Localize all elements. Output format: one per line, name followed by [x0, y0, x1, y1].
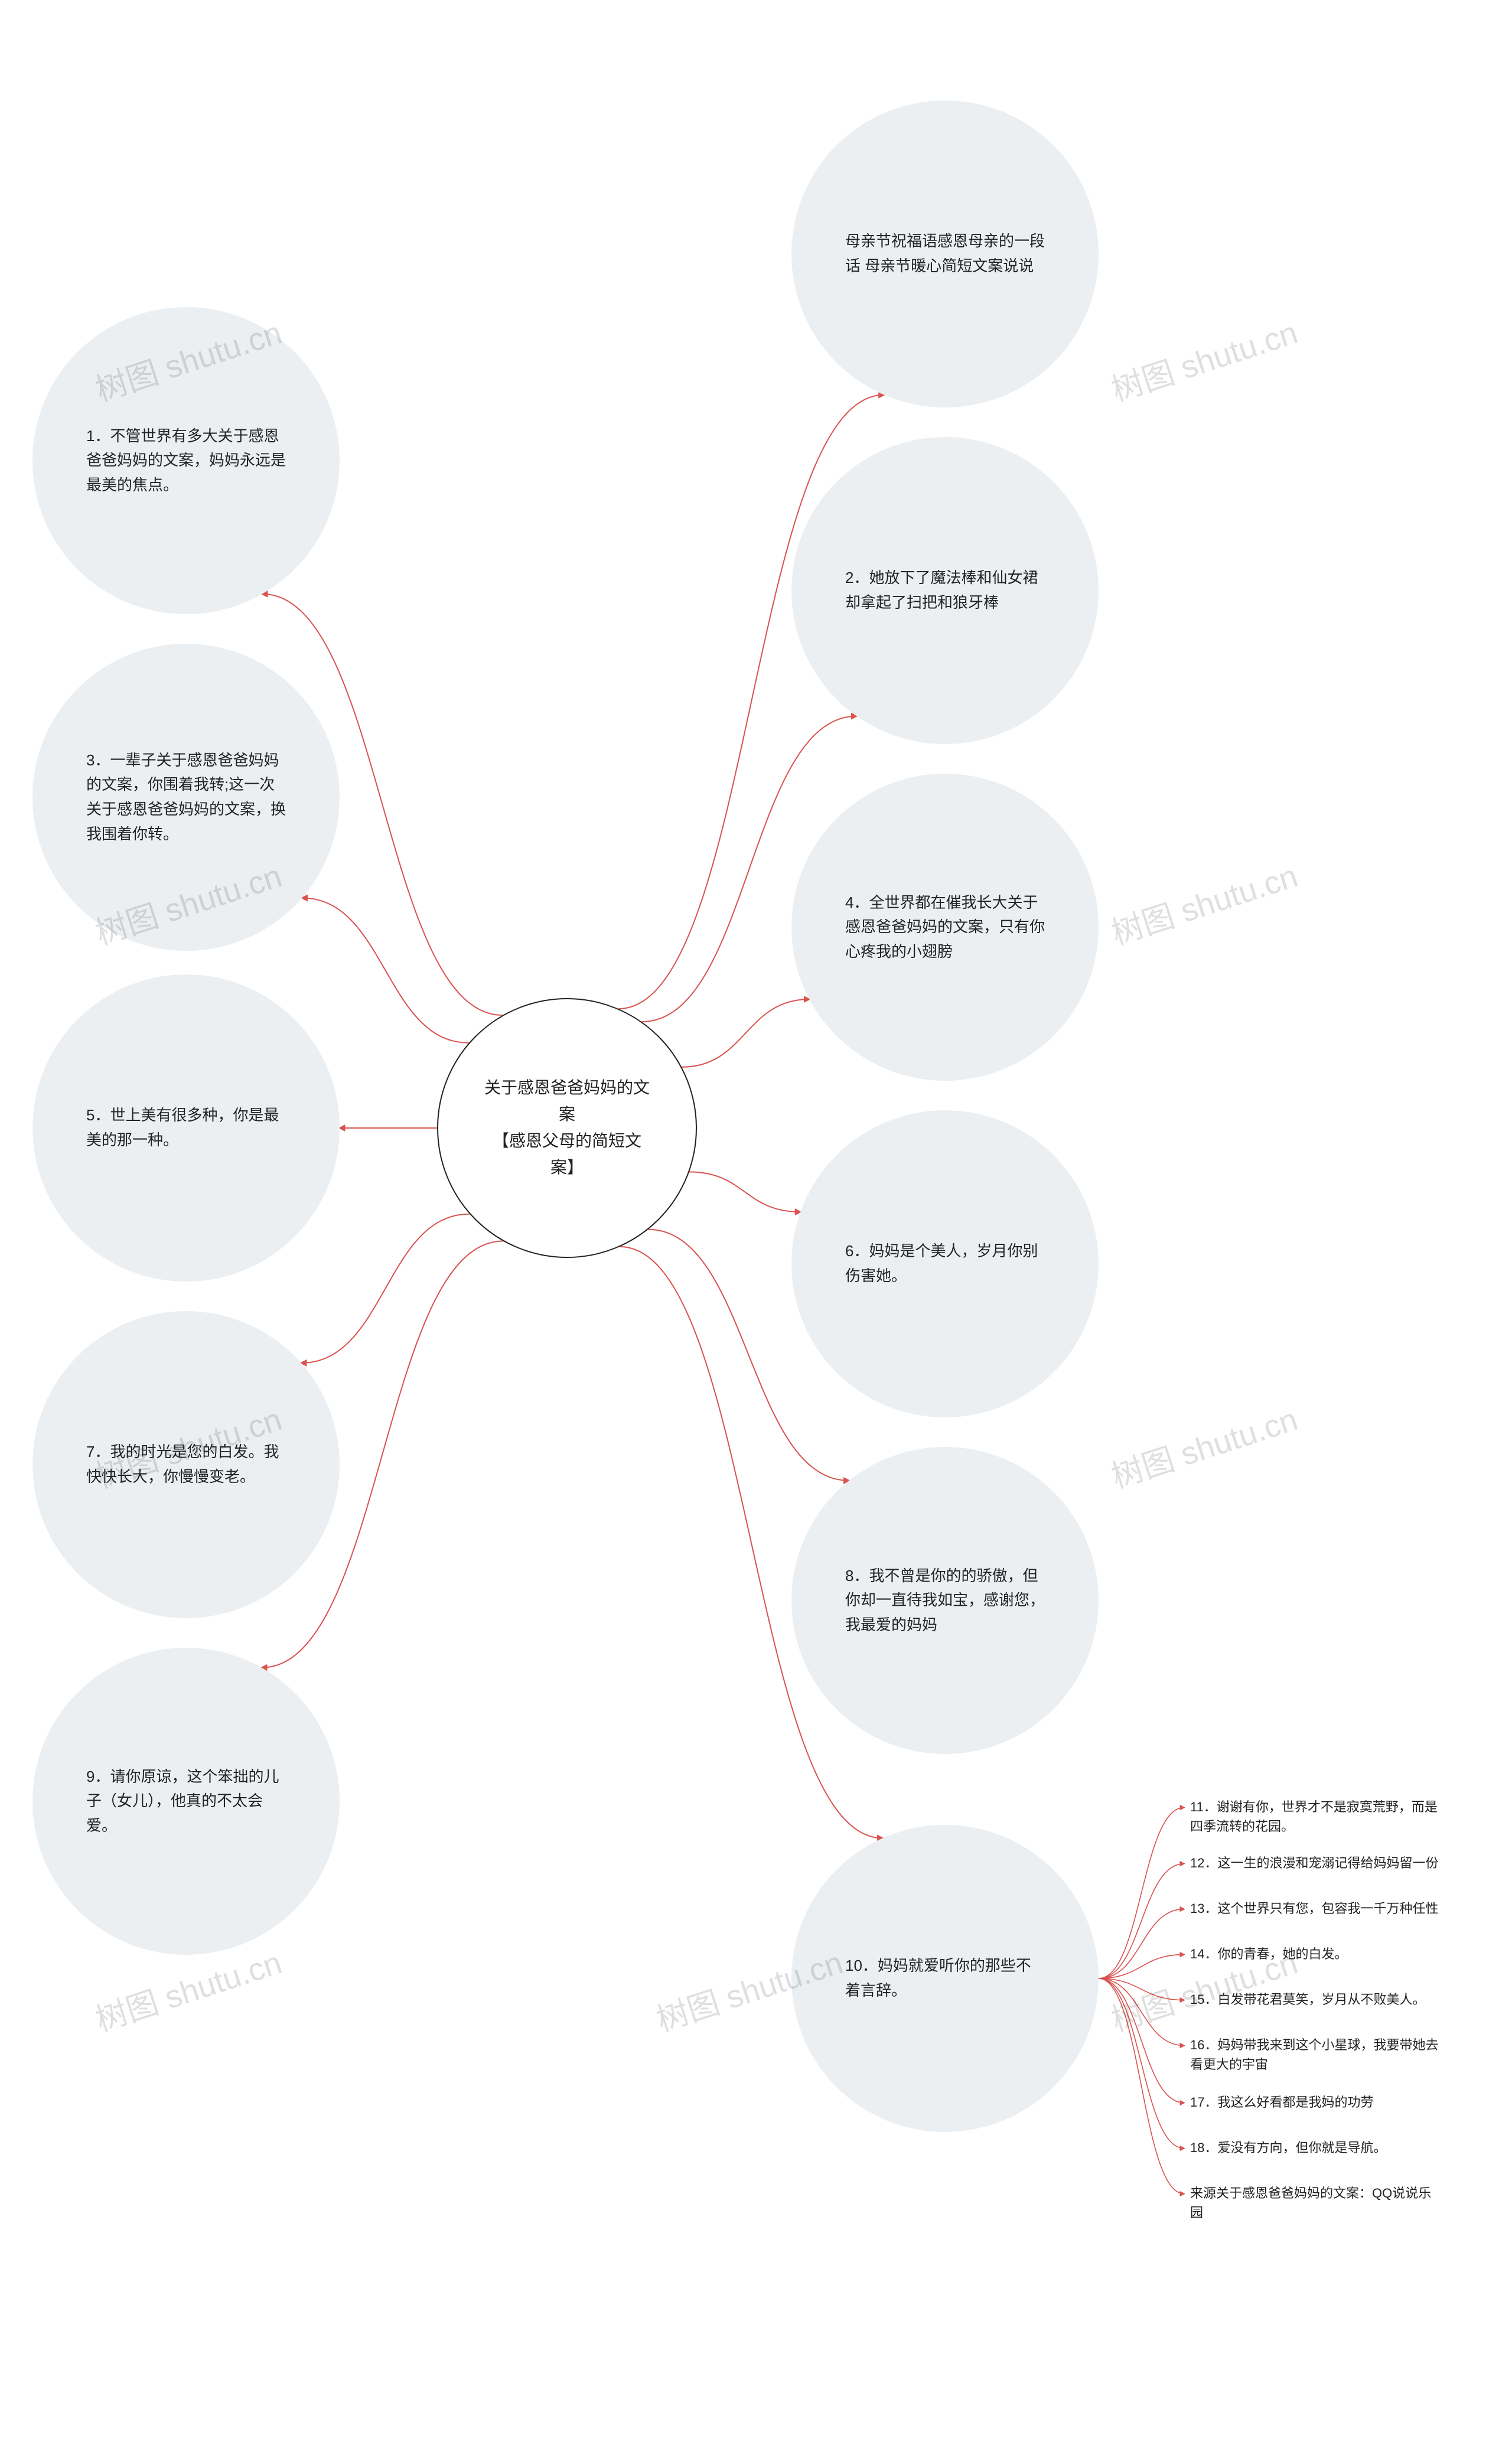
bubble-b1-label: 1．不管世界有多大关于感恩爸爸妈妈的文案，妈妈永远是最美的焦点。 — [86, 424, 286, 498]
bubble-b8: 8．我不曾是你的的骄傲，但你却一直待我如宝，感谢您，我最爱的妈妈 — [791, 1447, 1099, 1754]
subitem-s14: 14．你的青春，她的白发。 — [1190, 1944, 1444, 1964]
subitem-s16: 16．妈妈带我来到这个小星球，我要带她去看更大的宇宙 — [1190, 2035, 1444, 2074]
bubble-b9-label: 9．请你原谅，这个笨拙的儿子（女儿），他真的不太会爱。 — [86, 1765, 286, 1838]
bubble-b9: 9．请你原谅，这个笨拙的儿子（女儿），他真的不太会爱。 — [32, 1648, 340, 1955]
subitem-s15: 15．白发带花君莫笑，岁月从不败美人。 — [1190, 1990, 1444, 2009]
bubble-b4: 4．全世界都在催我长大关于感恩爸爸妈妈的文案，只有你心疼我的小翅膀 — [791, 774, 1099, 1081]
bubble-b2: 2．她放下了魔法棒和仙女裙却拿起了扫把和狼牙棒 — [791, 437, 1099, 744]
bubble-b3: 3．一辈子关于感恩爸爸妈妈的文案，你围着我转;这一次关于感恩爸爸妈妈的文案，换我… — [32, 644, 340, 951]
bubble-b5-label: 5．世上美有很多种，你是最美的那一种。 — [86, 1103, 286, 1152]
bubble-b7-label: 7．我的时光是您的白发。我快快长大，你慢慢变老。 — [86, 1440, 286, 1489]
subitem-s12: 12．这一生的浪漫和宠溺记得给妈妈留一份 — [1190, 1853, 1444, 1873]
subitem-s17: 17．我这么好看都是我妈的功劳 — [1190, 2092, 1444, 2112]
bubble-b10: 10．妈妈就爱听你的那些不着言辞。 — [791, 1825, 1099, 2132]
bubble-b6: 6．妈妈是个美人，岁月你别伤害她。 — [791, 1110, 1099, 1417]
bubble-b0: 母亲节祝福语感恩母亲的一段话 母亲节暖心简短文案说说 — [791, 100, 1099, 407]
center-node: 关于感恩爸爸妈妈的文案 【感恩父母的简短文案】 — [437, 998, 697, 1258]
bubble-b3-label: 3．一辈子关于感恩爸爸妈妈的文案，你围着我转;这一次关于感恩爸爸妈妈的文案，换我… — [86, 748, 286, 846]
watermark: 树图 shutu.cn — [1104, 307, 1303, 410]
bubble-b5: 5．世上美有很多种，你是最美的那一种。 — [32, 974, 340, 1282]
bubble-b4-label: 4．全世界都在催我长大关于感恩爸爸妈妈的文案，只有你心疼我的小翅膀 — [845, 891, 1045, 964]
bubble-b6-label: 6．妈妈是个美人，岁月你别伤害她。 — [845, 1239, 1045, 1288]
subitem-s11: 11．谢谢有你，世界才不是寂寞荒野，而是四季流转的花园。 — [1190, 1797, 1444, 1836]
subitem-s13: 13．这个世界只有您，包容我一千万种任性 — [1190, 1899, 1444, 1918]
bubble-b2-label: 2．她放下了魔法棒和仙女裙却拿起了扫把和狼牙棒 — [845, 566, 1045, 615]
bubble-b0-label: 母亲节祝福语感恩母亲的一段话 母亲节暖心简短文案说说 — [845, 229, 1045, 278]
bubble-b7: 7．我的时光是您的白发。我快快长大，你慢慢变老。 — [32, 1311, 340, 1618]
bubble-b8-label: 8．我不曾是你的的骄傲，但你却一直待我如宝，感谢您，我最爱的妈妈 — [845, 1564, 1045, 1638]
mindmap-canvas: 关于感恩爸爸妈妈的文案 【感恩父母的简短文案】 1．不管世界有多大关于感恩爸爸妈妈… — [0, 0, 1512, 2445]
bubble-b10-label: 10．妈妈就爱听你的那些不着言辞。 — [845, 1954, 1045, 2003]
watermark: 树图 shutu.cn — [1104, 1393, 1303, 1497]
watermark: 树图 shutu.cn — [1104, 850, 1303, 954]
subitem-s19: 来源关于感恩爸爸妈妈的文案：QQ说说乐园 — [1190, 2183, 1444, 2222]
bubble-b1: 1．不管世界有多大关于感恩爸爸妈妈的文案，妈妈永远是最美的焦点。 — [32, 307, 340, 614]
subitem-s18: 18．爱没有方向，但你就是导航。 — [1190, 2138, 1444, 2157]
center-node-label: 关于感恩爸爸妈妈的文案 【感恩父母的简短文案】 — [483, 1075, 650, 1181]
